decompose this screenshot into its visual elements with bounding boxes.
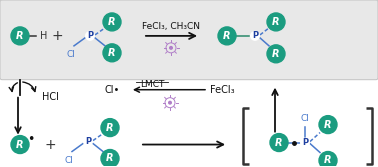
Text: R: R xyxy=(223,31,231,41)
Circle shape xyxy=(319,151,337,167)
Text: R: R xyxy=(106,123,114,133)
Circle shape xyxy=(11,27,29,45)
Text: R: R xyxy=(272,17,280,27)
FancyBboxPatch shape xyxy=(0,0,378,80)
Text: FeCl₃, CH₃CN: FeCl₃, CH₃CN xyxy=(142,22,200,31)
Circle shape xyxy=(101,149,119,167)
Circle shape xyxy=(218,27,236,45)
Text: R: R xyxy=(106,153,114,163)
Text: R: R xyxy=(275,138,283,148)
Circle shape xyxy=(250,31,260,41)
Circle shape xyxy=(270,134,288,151)
Text: HCl: HCl xyxy=(42,92,59,102)
Text: LMCT: LMCT xyxy=(140,80,164,89)
Text: Cl•: Cl• xyxy=(105,85,120,95)
Text: R: R xyxy=(324,155,332,165)
Text: +: + xyxy=(51,29,63,43)
Text: FeCl₃: FeCl₃ xyxy=(210,85,235,95)
Circle shape xyxy=(11,136,29,153)
Text: P: P xyxy=(85,137,91,146)
Text: •: • xyxy=(27,133,35,146)
Text: R: R xyxy=(324,120,332,130)
Text: P: P xyxy=(302,138,308,147)
Text: P: P xyxy=(252,31,258,40)
Text: Cl: Cl xyxy=(65,155,73,164)
Circle shape xyxy=(267,45,285,63)
Text: +: + xyxy=(44,138,56,151)
Text: R: R xyxy=(108,48,116,58)
Text: Cl: Cl xyxy=(301,114,310,123)
Text: R: R xyxy=(16,140,24,149)
Circle shape xyxy=(300,138,310,147)
Circle shape xyxy=(103,13,121,31)
Text: R: R xyxy=(16,31,24,41)
Text: R: R xyxy=(108,17,116,27)
Circle shape xyxy=(319,116,337,134)
Circle shape xyxy=(85,31,95,41)
Text: H: H xyxy=(40,31,47,41)
Circle shape xyxy=(170,47,172,49)
Text: Cl: Cl xyxy=(67,50,76,59)
Circle shape xyxy=(83,137,93,146)
Circle shape xyxy=(101,119,119,137)
Circle shape xyxy=(267,13,285,31)
Text: R: R xyxy=(272,49,280,59)
Text: P: P xyxy=(87,31,93,40)
Circle shape xyxy=(169,101,171,104)
Circle shape xyxy=(103,44,121,62)
